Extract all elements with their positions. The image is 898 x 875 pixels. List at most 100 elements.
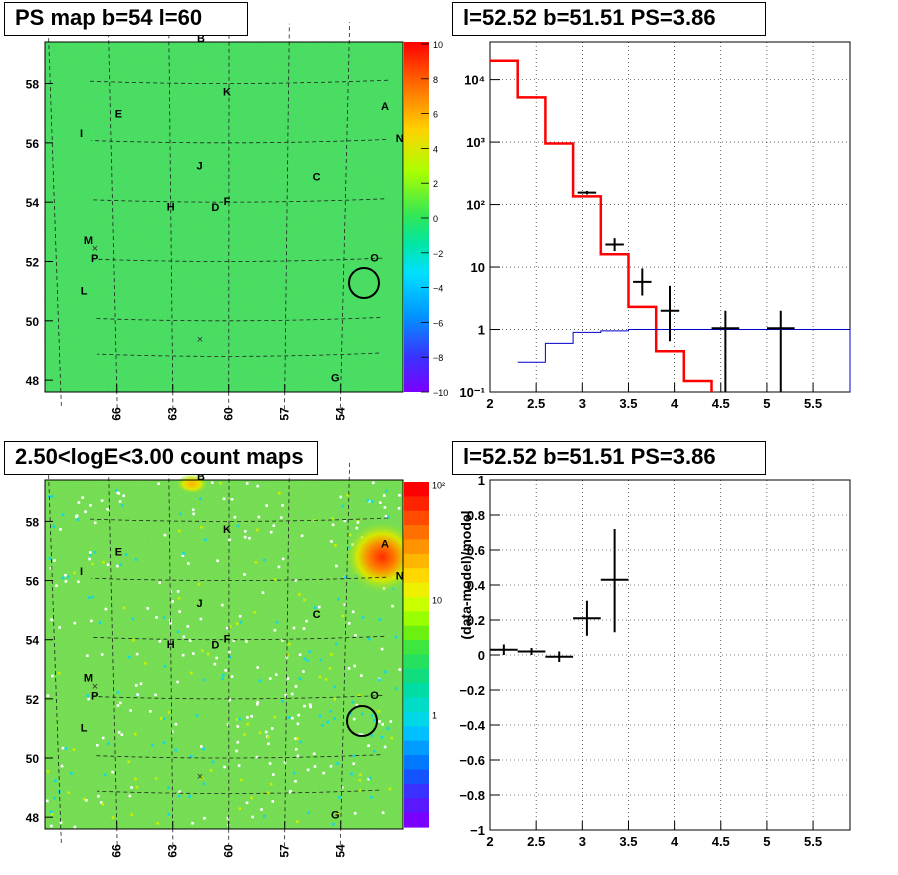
count-map-pixel bbox=[195, 714, 199, 717]
ps-colorbar-label: 10 bbox=[433, 40, 443, 50]
count-map-y-tick-label: 56 bbox=[26, 575, 40, 589]
ps-colorbar-label: −2 bbox=[433, 249, 443, 259]
count-map-pixel bbox=[169, 590, 172, 593]
count-map-pixel bbox=[281, 504, 284, 507]
count-map-pixel bbox=[127, 760, 131, 763]
count-map-pixel bbox=[294, 579, 297, 582]
count-map-pixel bbox=[358, 694, 361, 697]
count-map-pixel bbox=[235, 622, 239, 625]
count-map-pixel bbox=[361, 616, 365, 619]
count-map-pixel bbox=[46, 770, 50, 773]
count-map-pixel bbox=[272, 524, 276, 527]
count-map-pixel bbox=[209, 769, 213, 772]
count-map-pixel bbox=[52, 525, 56, 528]
spectrum-y-tick-label: 1 bbox=[478, 323, 485, 338]
count-map-pixel bbox=[117, 731, 121, 734]
count-map-pixel bbox=[258, 679, 262, 683]
count-map-pixel bbox=[343, 519, 347, 523]
count-map-pixel bbox=[281, 700, 285, 703]
count-map-pixel bbox=[236, 740, 240, 744]
count-map-pixel bbox=[222, 497, 226, 501]
count-map-pixel bbox=[46, 799, 49, 803]
spectrum-y-tick-label: 10 bbox=[471, 260, 485, 275]
count-map-pixel bbox=[122, 606, 126, 610]
count-map-pixel bbox=[135, 652, 139, 656]
count-colorbar bbox=[404, 482, 429, 828]
count-map-pixel bbox=[306, 768, 310, 772]
ps-map-source-label: C bbox=[313, 171, 321, 183]
spectrum-axes: 2 2.5 3 3.5 4 4.5 5 5.5 10⁻¹ 1 10 10² 10³ 10⁴ bbox=[459, 73, 822, 411]
count-map-source-label: F bbox=[224, 634, 231, 646]
count-map-pixel bbox=[348, 533, 352, 537]
spectrum-y-tick-label: 10² bbox=[466, 198, 485, 213]
count-map-pixel bbox=[273, 715, 276, 719]
count-map-pixel bbox=[61, 746, 65, 750]
count-map-pixel bbox=[59, 528, 62, 531]
ps-map-source-label: P bbox=[91, 253, 98, 265]
count-map-pixel bbox=[176, 680, 179, 684]
count-map-pixel bbox=[330, 540, 333, 543]
residual-y-tick-label: −0.6 bbox=[459, 753, 485, 768]
count-map-pixel bbox=[58, 626, 61, 629]
count-map-pixel bbox=[129, 709, 132, 712]
count-map-meridian-line bbox=[339, 460, 351, 845]
count-map-meridian-line bbox=[47, 458, 62, 843]
count-map-y-tick-label: 50 bbox=[26, 752, 40, 766]
count-map-pixel bbox=[309, 705, 312, 709]
count-map-pixel bbox=[236, 725, 240, 728]
count-map-pixel bbox=[297, 713, 300, 717]
count-map-pixel bbox=[174, 722, 178, 726]
count-map-pixel bbox=[131, 617, 135, 621]
count-map-pixel bbox=[322, 771, 325, 775]
count-map-pixel bbox=[266, 735, 270, 739]
spectrum-x-tick-label: 4.5 bbox=[712, 396, 730, 411]
count-map-pixel bbox=[294, 780, 297, 783]
count-map-pixel bbox=[351, 610, 355, 614]
count-map-pixel bbox=[235, 749, 238, 753]
count-map-pixel bbox=[352, 717, 356, 721]
ps-map-parallel-line bbox=[94, 257, 383, 262]
ps-map-cross-marker: × bbox=[92, 243, 98, 255]
count-map-pixel bbox=[89, 504, 92, 507]
count-map-pixel bbox=[130, 813, 134, 816]
count-map-pixel bbox=[122, 494, 125, 498]
count-map-parallel-line bbox=[91, 576, 387, 581]
count-map-pixel bbox=[380, 735, 384, 739]
count-map-pixel bbox=[49, 566, 53, 570]
spectrum-step-series bbox=[490, 59, 713, 392]
residual-y-tick-label: 0 bbox=[478, 648, 485, 663]
count-map-pixel bbox=[239, 778, 243, 782]
count-map-pixel bbox=[89, 553, 92, 557]
count-map-pixel bbox=[103, 773, 107, 777]
spectrum-x-tick-label: 2.5 bbox=[527, 396, 545, 411]
count-map-pixel bbox=[292, 626, 296, 630]
count-map-pixel bbox=[111, 816, 115, 819]
count-map-pixel bbox=[82, 797, 86, 801]
count-map-pixel bbox=[296, 722, 300, 726]
count-map-pixel bbox=[85, 799, 88, 802]
count-map-pixel bbox=[119, 701, 122, 705]
count-map-source-label: J bbox=[197, 598, 203, 610]
count-map-pixel bbox=[391, 604, 394, 608]
count-colorbar-block bbox=[404, 625, 429, 641]
count-map-pixel bbox=[250, 715, 253, 718]
count-map-source-label: P bbox=[91, 691, 98, 703]
count-colorbar-label: 10² bbox=[432, 480, 445, 490]
ps-map-source-label: F bbox=[224, 196, 231, 208]
count-map-pixel bbox=[370, 714, 374, 718]
count-map-pixel bbox=[116, 704, 120, 707]
count-map-pixel bbox=[111, 770, 114, 774]
count-map-source-label: H bbox=[167, 639, 175, 651]
count-map-pixel bbox=[230, 675, 234, 678]
count-map-pixel bbox=[73, 571, 76, 575]
count-colorbar-block bbox=[404, 798, 429, 814]
count-map-title: 2.50<logE<3.00 count maps bbox=[4, 441, 318, 475]
count-map-pixel bbox=[61, 576, 65, 580]
count-map-pixel bbox=[333, 698, 336, 701]
count-map-pixel bbox=[300, 534, 304, 538]
count-map-pixel bbox=[190, 755, 193, 758]
count-map-source-label: C bbox=[313, 609, 321, 621]
count-map-pixel bbox=[329, 764, 333, 768]
count-map-pixel bbox=[163, 665, 167, 668]
